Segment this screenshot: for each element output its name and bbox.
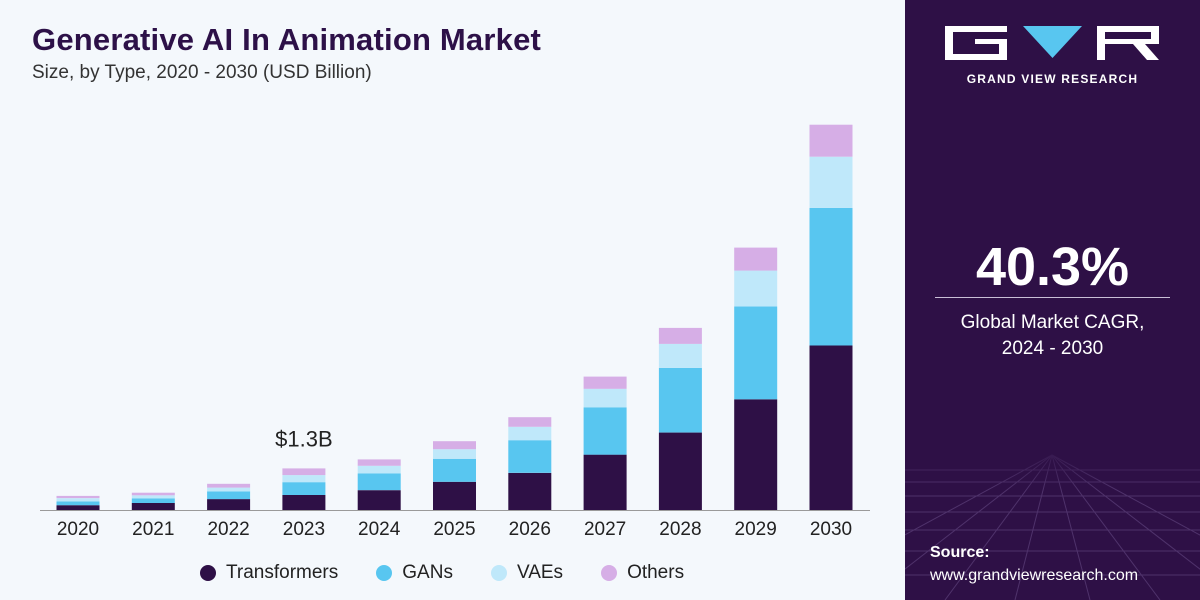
bar-transformers-2024 <box>357 490 401 510</box>
chart-title: Generative AI In Animation Market <box>32 22 542 57</box>
brand-name: GRAND VIEW RESEARCH <box>966 72 1139 86</box>
bar-others-2027 <box>583 376 627 389</box>
bar-vaes-2029 <box>734 270 778 307</box>
legend-item-gans: GANs <box>376 562 453 584</box>
legend-label-transformers: Transformers <box>226 562 339 583</box>
bar-vaes-2026 <box>508 426 552 441</box>
chart-subtitle: Size, by Type, 2020 - 2030 (USD Billion) <box>32 62 372 83</box>
legend-item-vaes: VAEs <box>490 562 564 584</box>
bar-vaes-2027 <box>583 388 627 408</box>
x-tick-label-2022: 2022 <box>207 519 249 540</box>
bar-transformers-2027 <box>583 454 627 510</box>
bar-gans-2023 <box>282 482 326 495</box>
x-tick-label-2029: 2029 <box>735 519 777 540</box>
bar-gans-2028 <box>658 367 702 433</box>
bar-gans-2020 <box>56 501 100 506</box>
x-tick-label-2024: 2024 <box>358 519 401 540</box>
bar-transformers-2021 <box>131 503 175 510</box>
source-url[interactable]: www.grandviewresearch.com <box>930 567 1139 584</box>
legend-label-others: Others <box>627 562 685 583</box>
legend-label-vaes: VAEs <box>516 562 564 583</box>
x-tick-label-2030: 2030 <box>810 519 852 540</box>
bar-gans-2022 <box>207 491 251 500</box>
chart-legend: Transformers GANs VAEs Others <box>200 562 722 584</box>
bar-transformers-2030 <box>809 345 853 510</box>
bar-gans-2029 <box>734 306 778 400</box>
bar-vaes-2023 <box>282 475 326 483</box>
chart-panel: Generative AI In Animation Market Size, … <box>32 22 870 584</box>
bar-others-2026 <box>508 417 552 427</box>
bar-vaes-2028 <box>658 343 702 368</box>
x-tick-label-2023: 2023 <box>283 519 325 540</box>
grand-view-research-logo <box>945 26 1159 60</box>
cagr-label: Global Market CAGR, 2024 - 2030 <box>905 310 1200 362</box>
bar-others-2029 <box>734 247 778 271</box>
info-panel: GRAND VIEW RESEARCH 40.3% Global Market … <box>905 0 1200 600</box>
cagr-label-line2: 2024 - 2030 <box>1001 338 1104 359</box>
legend-label-gans: GANs <box>402 562 453 583</box>
bar-gans-2030 <box>809 207 853 346</box>
legend-swatch-gans <box>376 565 393 581</box>
legend-swatch-vaes <box>490 565 507 581</box>
bar-others-2030 <box>809 124 853 157</box>
x-tick-label-2020: 2020 <box>57 519 99 540</box>
bar-transformers-2029 <box>734 399 778 510</box>
x-tick-label-2021: 2021 <box>132 519 174 540</box>
bar-vaes-2022 <box>207 487 251 492</box>
bar-vaes-2030 <box>809 156 853 208</box>
bar-others-2022 <box>207 483 251 488</box>
legend-swatch-others <box>601 565 618 581</box>
bar-others-2024 <box>357 459 401 466</box>
bar-others-2028 <box>658 327 702 344</box>
bar-transformers-2026 <box>508 472 552 510</box>
bar-transformers-2020 <box>56 505 100 510</box>
grid-floor-decoration <box>905 440 1200 600</box>
bar-transformers-2028 <box>658 432 702 510</box>
legend-item-others: Others <box>601 562 684 584</box>
stacked-bar-chart: 2020 2021 2022 2023 2024 2025 2026 2027 2028 2029… <box>40 124 870 540</box>
bar-vaes-2024 <box>357 465 401 474</box>
bar-others-2025 <box>433 441 476 450</box>
cagr-label-line1: Global Market CAGR, <box>960 312 1145 333</box>
x-tick-label-2025: 2025 <box>433 519 475 540</box>
bar-gans-2027 <box>583 407 627 455</box>
bar-transformers-2022 <box>207 499 251 510</box>
bar-others-2021 <box>131 492 175 496</box>
bar-vaes-2020 <box>56 498 100 502</box>
bar-vaes-2025 <box>433 449 476 459</box>
cagr-value: 40.3% <box>975 237 1130 297</box>
legend-item-transformers: Transformers <box>200 562 338 584</box>
bar-others-2020 <box>56 495 100 499</box>
data-label-2023: $1.3B <box>275 426 333 451</box>
cagr-divider <box>935 297 1170 298</box>
x-tick-label-2028: 2028 <box>659 519 701 540</box>
bar-gans-2021 <box>131 498 175 503</box>
bar-others-2023 <box>282 468 326 476</box>
x-tick-label-2027: 2027 <box>584 519 626 540</box>
bar-vaes-2021 <box>131 495 175 499</box>
bar-gans-2026 <box>508 440 552 473</box>
bar-gans-2024 <box>357 473 401 491</box>
source-label: Source: <box>930 544 990 561</box>
bar-gans-2025 <box>433 458 476 482</box>
bar-transformers-2025 <box>433 481 476 510</box>
bar-transformers-2023 <box>282 495 326 510</box>
legend-swatch-transformers <box>200 565 216 581</box>
x-tick-label-2026: 2026 <box>509 519 551 540</box>
